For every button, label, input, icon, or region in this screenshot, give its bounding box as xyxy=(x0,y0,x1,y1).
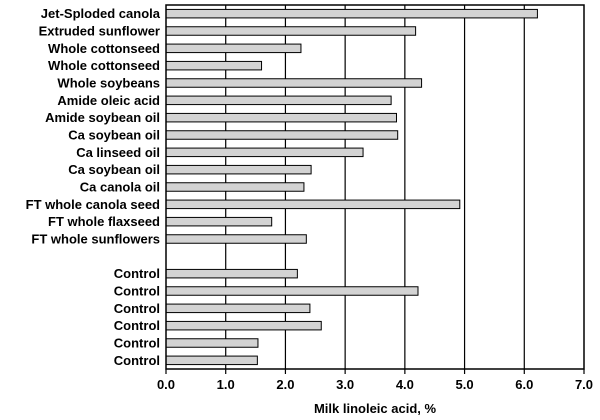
bar xyxy=(165,303,311,314)
bar xyxy=(165,60,263,71)
x-tick-label: 0.0 xyxy=(157,377,175,392)
x-tick-label: 5.0 xyxy=(456,377,474,392)
category-label: Extruded sunflower xyxy=(39,24,160,39)
category-label: Amide oleic acid xyxy=(57,93,160,108)
x-axis-title: Milk linoleic acid, % xyxy=(314,401,437,416)
bar xyxy=(165,268,298,279)
category-label: FT whole canola seed xyxy=(26,197,160,212)
bars xyxy=(165,8,538,366)
category-label: FT whole sunflowers xyxy=(31,232,160,247)
bar xyxy=(165,8,538,19)
category-label: Ca linseed oil xyxy=(76,145,160,160)
category-label: Ca soybean oil xyxy=(68,162,160,177)
bar xyxy=(165,147,364,158)
x-tick-labels: 0.0 1.0 2.0 3.0 4.0 5.0 6.0 7.0 xyxy=(157,377,593,392)
bar xyxy=(165,234,307,244)
category-label: Control xyxy=(114,336,160,351)
category-label: Amide soybean oil xyxy=(45,110,160,125)
x-tick-label: 1.0 xyxy=(217,377,235,392)
category-labels: Jet-Sploded canola Extruded sunflower Whol… xyxy=(26,6,161,368)
category-label: Control xyxy=(114,318,160,333)
category-label: Whole soybeans xyxy=(57,76,160,91)
bar xyxy=(165,78,423,88)
bar xyxy=(165,130,399,140)
x-tick-label: 7.0 xyxy=(575,377,593,392)
category-label: Whole cottonseed xyxy=(48,58,160,73)
bar xyxy=(165,164,312,175)
category-label: Jet-Sploded canola xyxy=(41,6,161,21)
bar xyxy=(165,216,273,227)
bar xyxy=(165,43,302,54)
bar xyxy=(165,26,417,36)
x-tick-label: 3.0 xyxy=(336,377,354,392)
bar xyxy=(165,320,322,331)
category-label: Control xyxy=(114,266,160,281)
category-label: Ca canola oil xyxy=(80,180,160,195)
category-label: Control xyxy=(114,284,160,299)
x-tick-label: 2.0 xyxy=(276,377,294,392)
x-tick-label: 6.0 xyxy=(515,377,533,392)
bar xyxy=(165,112,397,123)
bar xyxy=(165,355,258,366)
plot-frame xyxy=(165,4,585,370)
bar xyxy=(165,286,419,296)
x-tick-label: 4.0 xyxy=(396,377,414,392)
bar xyxy=(165,199,461,210)
category-label: Control xyxy=(114,301,160,316)
category-label: Control xyxy=(114,353,160,368)
bar xyxy=(165,338,259,348)
category-label: Whole cottonseed xyxy=(48,41,160,56)
bar xyxy=(165,95,392,106)
category-label: FT whole flaxseed xyxy=(48,214,160,229)
category-label: Ca soybean oil xyxy=(68,128,160,143)
bar xyxy=(165,182,305,192)
